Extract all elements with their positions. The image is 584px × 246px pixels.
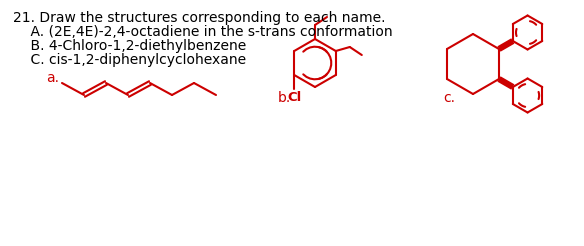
Text: B. 4-Chloro-1,2-diethylbenzene: B. 4-Chloro-1,2-diethylbenzene (13, 39, 246, 53)
Text: C. cis-1,2-diphenylcyclohexane: C. cis-1,2-diphenylcyclohexane (13, 53, 246, 67)
Text: 21. Draw the structures corresponding to each name.: 21. Draw the structures corresponding to… (13, 11, 385, 25)
Text: a.: a. (46, 71, 59, 85)
Text: b.: b. (278, 91, 291, 105)
Text: A. (2E,4E)-2,4-octadiene in the s-trans conformation: A. (2E,4E)-2,4-octadiene in the s-trans … (13, 25, 392, 39)
Text: c.: c. (443, 91, 455, 105)
Text: Cl: Cl (287, 91, 301, 104)
